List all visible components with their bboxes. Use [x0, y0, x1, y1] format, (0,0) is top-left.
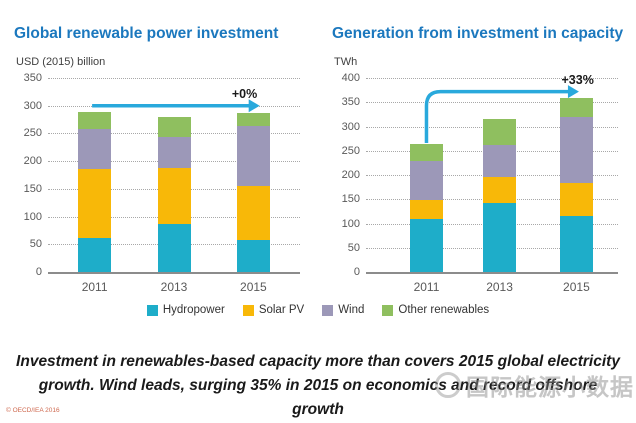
- legend-swatch-icon: [242, 304, 254, 316]
- copyright: © OECD/IEA 2016: [6, 407, 60, 414]
- y-tick-label: 100: [23, 210, 42, 223]
- caption: Investment in renewables-based capacity …: [16, 353, 620, 419]
- grid-line: [48, 78, 300, 79]
- bar-segment-wind: [483, 145, 517, 178]
- y-tick-label: 150: [23, 182, 42, 195]
- y-tick-label: 300: [23, 99, 42, 112]
- legend-item-solar-pv: Solar PV: [242, 304, 305, 316]
- bar-segment-other-renewables: [78, 112, 112, 130]
- y-tick-label: 50: [347, 241, 360, 254]
- legend-label: Other renewables: [398, 304, 490, 316]
- chart-generation: Generation from investment in capacity T…: [318, 0, 636, 294]
- y-tick-label: 50: [29, 238, 42, 251]
- bar-segment-hydropower: [483, 203, 517, 272]
- bar-segment-other-renewables: [559, 98, 593, 117]
- plot-generation: 0 50 100 150 200 250 300 350 400 2011 2013 2015 +33%: [342, 72, 618, 294]
- bar-segment-solar-pv: [409, 200, 443, 219]
- y-tick-label: 250: [341, 144, 360, 157]
- y-tick-label: 250: [23, 127, 42, 140]
- bar-segment-hydropower: [78, 237, 112, 272]
- bar-segment-wind: [78, 129, 112, 170]
- stacked-bar-2015: [236, 112, 270, 272]
- bar-segment-solar-pv: [157, 168, 191, 224]
- y-tick-label: 0: [353, 266, 360, 278]
- x-tick-label: 2011: [81, 280, 108, 294]
- legend-swatch-icon: [382, 304, 394, 316]
- charts-row: Global renewable power investment USD (2…: [0, 0, 636, 294]
- bar-segment-wind: [157, 136, 191, 169]
- bar-segment-other-renewables: [157, 116, 191, 137]
- stacked-bar-2011: [409, 143, 443, 272]
- bar-segment-other-renewables: [483, 119, 517, 146]
- axis-unit-generation: TWh: [334, 56, 358, 68]
- y-tick-label: 100: [341, 217, 360, 230]
- bar-segment-solar-pv: [483, 177, 517, 204]
- bar-segment-wind: [236, 126, 270, 187]
- bar-segment-hydropower: [236, 239, 270, 272]
- legend-swatch-icon: [322, 304, 334, 316]
- growth-label: +0%: [231, 86, 258, 101]
- bar-segment-hydropower: [409, 218, 443, 272]
- y-tick-label: 200: [23, 155, 42, 168]
- x-axis-line: [48, 272, 300, 274]
- stacked-bar-2013: [157, 116, 191, 272]
- grid-line: [366, 78, 618, 79]
- growth-label: +33%: [561, 72, 594, 87]
- bar-segment-other-renewables: [409, 143, 443, 162]
- legend-label: Wind: [338, 304, 365, 316]
- chart-title-investment: Global renewable power investment: [14, 25, 279, 42]
- bar-segment-wind: [409, 161, 443, 201]
- grid-line: [48, 105, 300, 107]
- bar-segment-solar-pv: [78, 169, 112, 238]
- axis-unit-investment: USD (2015) billion: [16, 56, 106, 68]
- bar-segment-solar-pv: [559, 183, 593, 217]
- legend-label: Hydropower: [162, 304, 225, 316]
- y-tick-label: 400: [341, 72, 360, 84]
- y-tick-label: 350: [23, 72, 42, 84]
- y-tick-label: 200: [341, 169, 360, 181]
- stacked-bar-2015: [559, 98, 593, 272]
- y-tick-label: 350: [341, 96, 360, 109]
- stacked-bar-2013: [483, 119, 517, 272]
- x-tick-label: 2013: [160, 280, 188, 294]
- bar-segment-hydropower: [157, 223, 191, 272]
- x-tick-label: 2011: [413, 280, 440, 294]
- y-tick-label: 300: [341, 120, 360, 133]
- x-tick-label: 2013: [486, 280, 513, 294]
- x-axis-line: [366, 272, 618, 274]
- plot-investment: 0 50 100 150 200 250 300 350 2011 2013 2015 +0%: [24, 72, 300, 294]
- y-tick-label: 0: [35, 266, 42, 278]
- legend-item-other-renewables: Other renewables: [382, 304, 489, 316]
- chart-title-generation: Generation from investment in capacity: [332, 25, 624, 42]
- x-tick-label: 2015: [563, 280, 590, 294]
- x-tick-label: 2015: [240, 280, 267, 294]
- legend-label: Solar PV: [258, 304, 305, 316]
- chart-investment: Global renewable power investment USD (2…: [0, 0, 318, 294]
- y-tick-label: 150: [341, 193, 360, 206]
- bar-segment-wind: [559, 116, 593, 184]
- legend-item-hydropower: Hydropower: [146, 304, 225, 316]
- legend: Hydropower Solar PV Wind Other renewables: [0, 304, 636, 316]
- stacked-bar-2011: [78, 112, 112, 272]
- legend-swatch-icon: [146, 304, 158, 316]
- legend-item-wind: Wind: [322, 304, 364, 316]
- bar-segment-other-renewables: [236, 112, 270, 127]
- bar-segment-solar-pv: [236, 186, 270, 240]
- bar-segment-hydropower: [559, 216, 593, 272]
